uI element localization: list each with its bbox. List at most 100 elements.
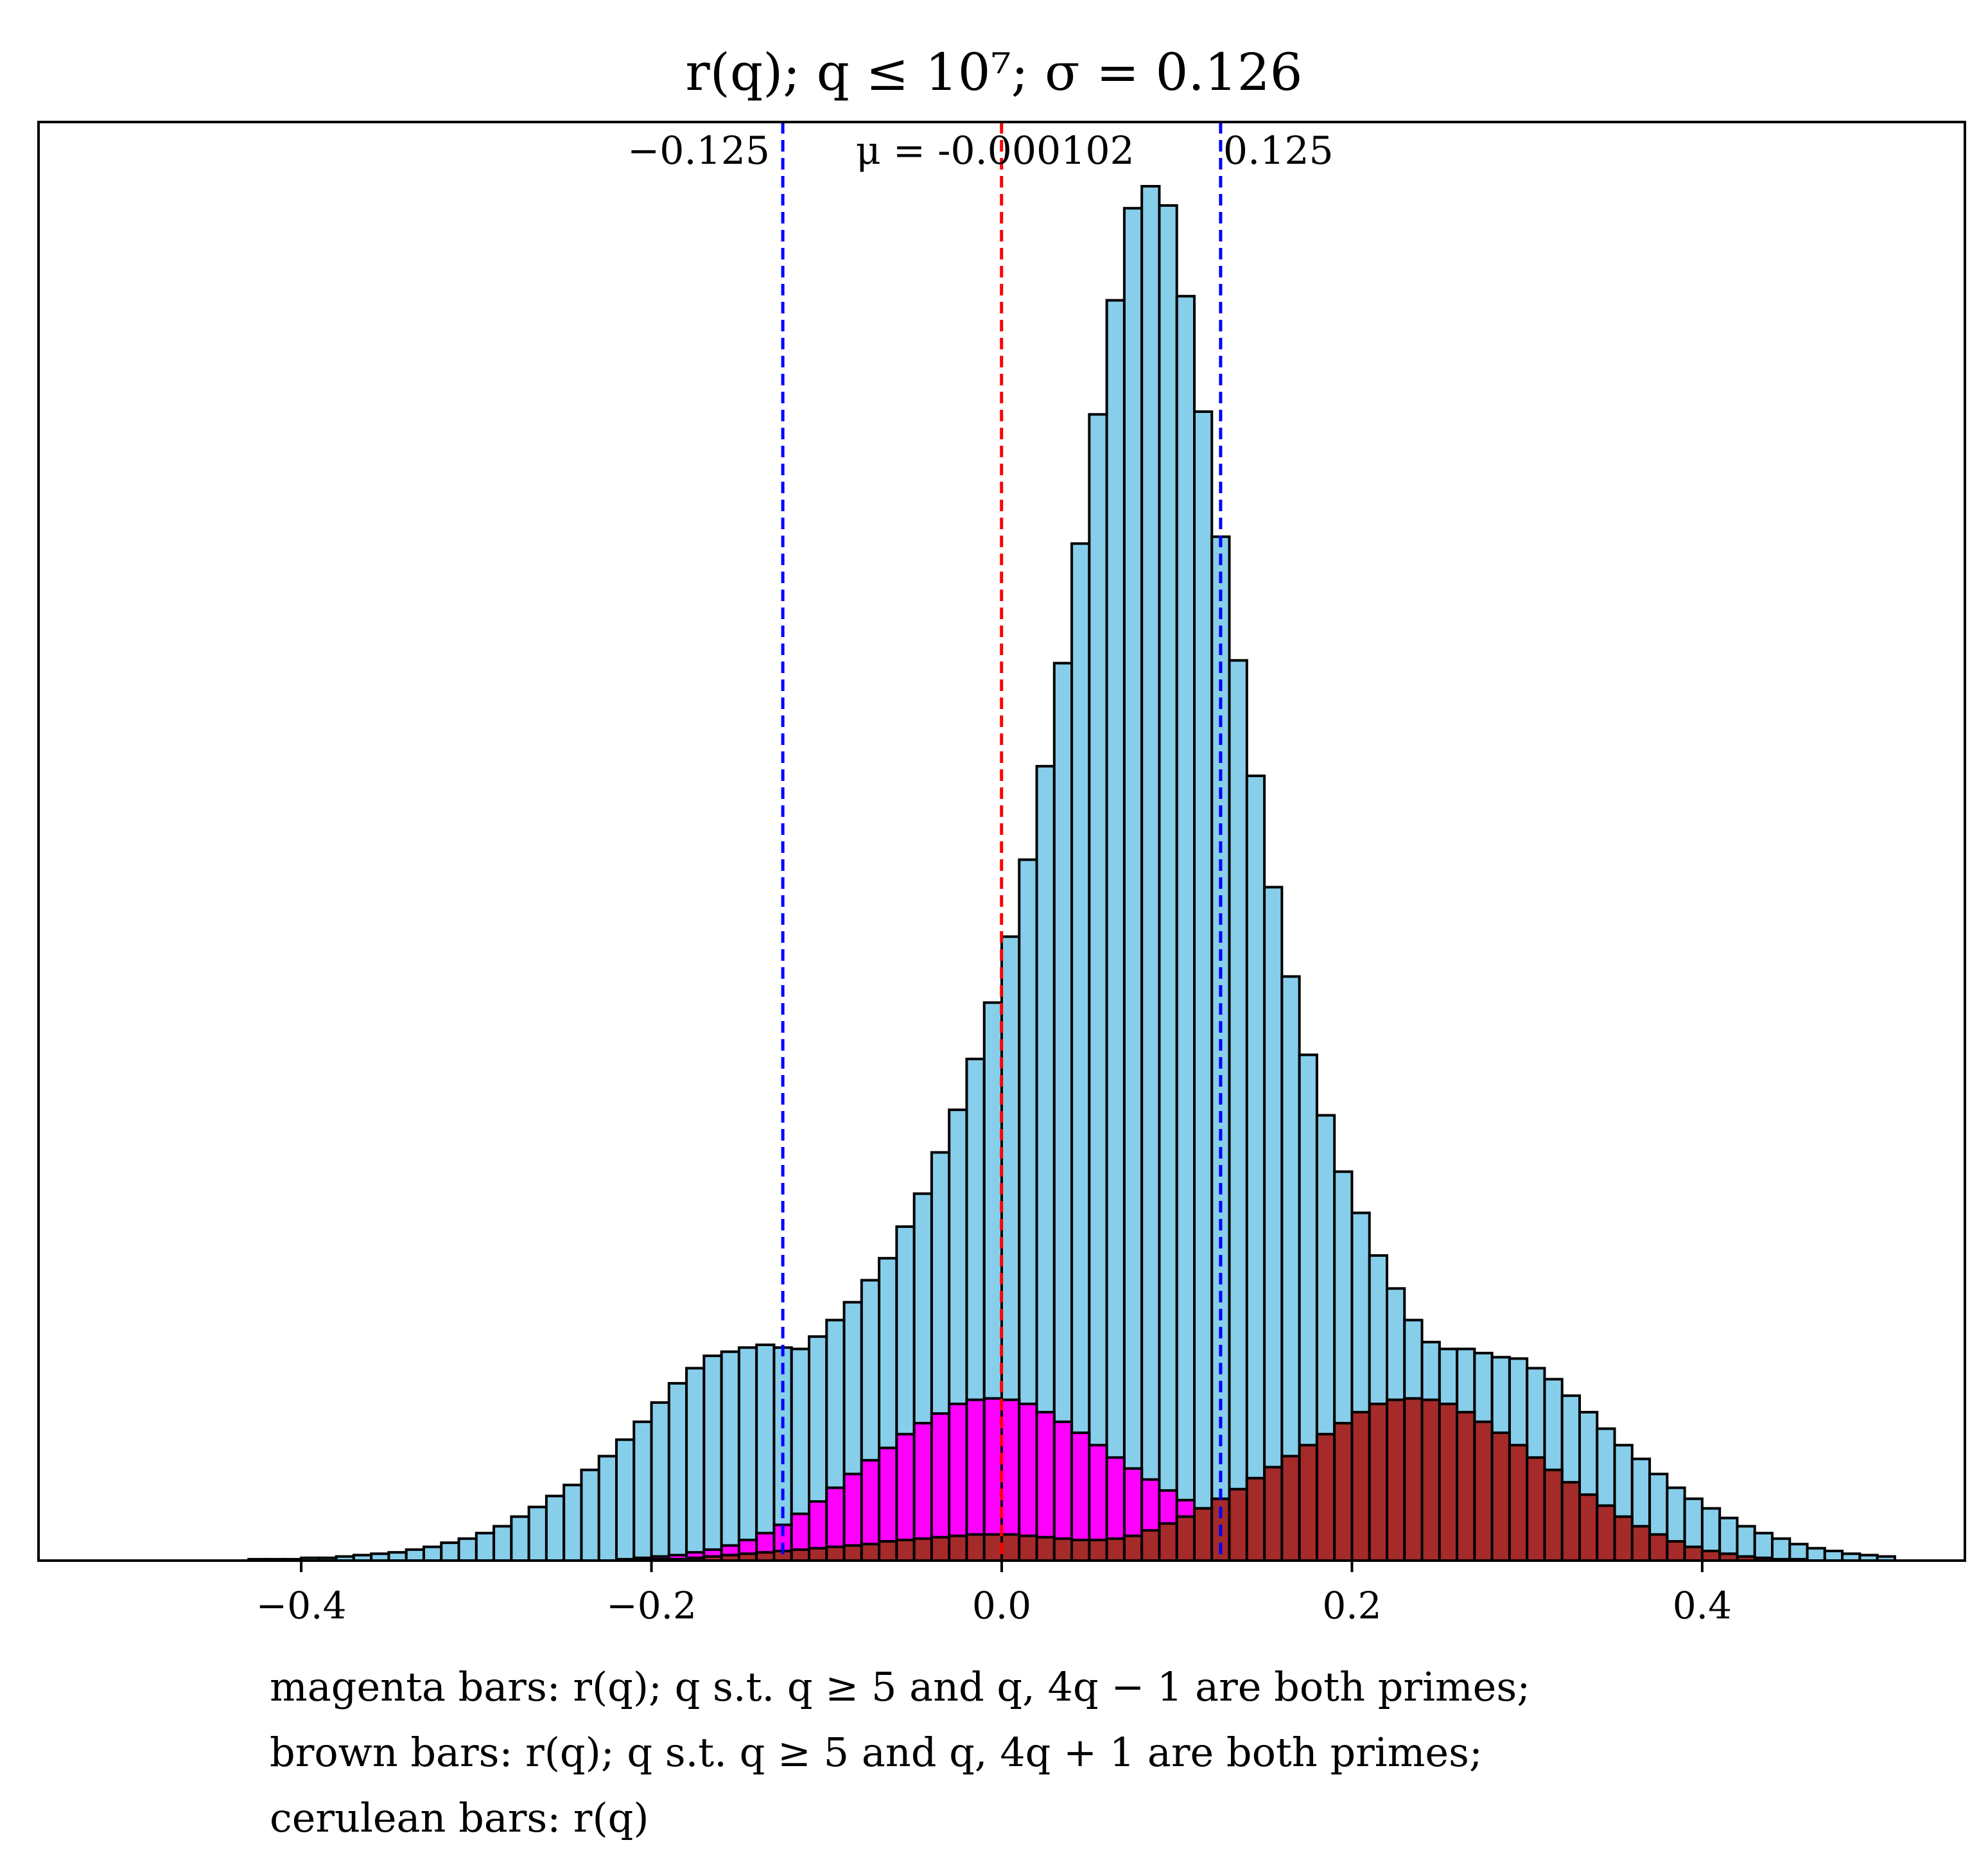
brown-bar <box>878 1540 898 1563</box>
cerulean-bar <box>1806 1546 1826 1562</box>
cerulean-bar <box>1140 185 1161 1562</box>
x-tick-label: −0.2 <box>606 1584 697 1627</box>
x-tick-label: 0.0 <box>972 1584 1031 1627</box>
brown-bar <box>1105 1537 1126 1563</box>
brown-bar <box>1158 1522 1178 1562</box>
cerulean-bar <box>457 1537 478 1563</box>
cerulean-bar <box>1070 542 1091 1562</box>
reference-line-label: 0.125 <box>1223 128 1334 173</box>
brown-bar <box>1543 1468 1564 1563</box>
caption-brown: brown bars: r(q); q s.t. q ≥ 5 and q, 4q… <box>270 1729 1483 1776</box>
x-tick-label: 0.2 <box>1322 1584 1381 1627</box>
reference-lines: −0.125 0.125 μ = -0.000102 <box>627 122 1334 1561</box>
cerulean-bar <box>667 1381 688 1562</box>
brown-bar <box>1473 1420 1494 1563</box>
brown-bar <box>1000 1533 1021 1563</box>
brown-bar <box>948 1534 968 1562</box>
cerulean-bar <box>527 1505 548 1563</box>
brown-bar <box>1630 1525 1652 1562</box>
x-tick-label: 0.4 <box>1673 1584 1732 1627</box>
cerulean-bar <box>1122 207 1144 1562</box>
brown-bar <box>1298 1444 1318 1562</box>
brown-bar <box>1088 1538 1108 1562</box>
magenta-bar <box>948 1403 968 1563</box>
brown-bar <box>1648 1533 1669 1563</box>
brown-bar <box>825 1545 846 1563</box>
brown-bar <box>1193 1507 1214 1562</box>
cerulean-bar <box>597 1455 618 1563</box>
cerulean-bars <box>247 185 1896 1563</box>
cerulean-bar <box>1175 295 1196 1563</box>
brown-bar <box>1035 1536 1056 1563</box>
cerulean-bar <box>1158 204 1178 1563</box>
brown-bar <box>842 1544 863 1562</box>
brown-bar <box>1403 1397 1424 1562</box>
brown-bar <box>982 1533 1004 1563</box>
cerulean-bar <box>1823 1550 1844 1563</box>
brown-bars <box>632 1397 1809 1563</box>
brown-bar <box>790 1548 811 1562</box>
brown-bar <box>912 1537 933 1563</box>
brown-bar <box>1070 1538 1091 1562</box>
cerulean-bar <box>1088 413 1108 1562</box>
brown-bar <box>1386 1398 1406 1563</box>
brown-bar <box>1508 1444 1529 1562</box>
brown-bar <box>1456 1410 1476 1562</box>
brown-bar <box>965 1533 986 1563</box>
brown-bar <box>1438 1403 1459 1563</box>
cerulean-bar <box>423 1545 443 1563</box>
reference-line-label: −0.125 <box>627 128 770 173</box>
cerulean-bar <box>1228 659 1248 1562</box>
brown-bar <box>1333 1422 1354 1562</box>
brown-bar <box>1018 1534 1038 1562</box>
brown-bar <box>895 1538 916 1562</box>
cerulean-bar <box>720 1350 740 1562</box>
brown-bar <box>1263 1466 1284 1562</box>
brown-bar <box>1700 1550 1722 1563</box>
brown-bar <box>1420 1398 1441 1563</box>
brown-bar <box>1228 1487 1248 1562</box>
cerulean-bar <box>632 1420 653 1563</box>
x-axis: −0.4 −0.2 0.0 0.2 0.4 <box>256 1561 1732 1627</box>
brown-bar <box>1613 1515 1634 1563</box>
cerulean-bar <box>1771 1537 1792 1563</box>
brown-bar <box>1315 1433 1336 1563</box>
brown-bar <box>1280 1455 1301 1563</box>
brown-bar <box>1175 1515 1196 1563</box>
caption-cerulean: cerulean bars: r(q) <box>270 1794 649 1841</box>
cerulean-bar <box>493 1525 513 1562</box>
brown-bar <box>808 1546 828 1562</box>
brown-bar <box>1122 1534 1144 1562</box>
chart-title: r(q); q ≤ 10⁷; σ = 0.126 <box>685 42 1302 102</box>
cerulean-bar <box>737 1346 758 1563</box>
cerulean-bar <box>562 1484 583 1563</box>
brown-bar <box>930 1536 951 1563</box>
brown-bar <box>1245 1476 1266 1563</box>
brown-bar <box>1350 1410 1371 1562</box>
brown-bar <box>1368 1403 1389 1563</box>
cerulean-bar <box>510 1515 530 1563</box>
cerulean-bar <box>650 1401 670 1562</box>
caption-magenta: magenta bars: r(q); q s.t. q ≥ 5 and q, … <box>270 1663 1531 1710</box>
cerulean-bar <box>755 1344 776 1563</box>
cerulean-bar <box>1193 410 1214 1563</box>
reference-line-label: μ = -0.000102 <box>856 128 1135 173</box>
brown-bar <box>1490 1431 1511 1562</box>
cerulean-bar <box>1753 1532 1774 1562</box>
brown-bar <box>1683 1545 1704 1563</box>
cerulean-bar <box>580 1468 600 1563</box>
brown-bar <box>1140 1528 1161 1562</box>
cerulean-bar <box>1263 886 1284 1562</box>
brown-bar <box>1666 1540 1686 1563</box>
cerulean-bar <box>475 1532 496 1562</box>
cerulean-bar <box>615 1438 636 1562</box>
cerulean-bar <box>1105 299 1126 1562</box>
brown-bar <box>1526 1456 1546 1562</box>
cerulean-bar <box>405 1548 426 1562</box>
brown-bar <box>860 1543 881 1563</box>
cerulean-bar <box>440 1541 460 1562</box>
brown-bar <box>1560 1481 1582 1563</box>
cerulean-bar <box>545 1494 566 1562</box>
cerulean-bar <box>702 1354 723 1562</box>
